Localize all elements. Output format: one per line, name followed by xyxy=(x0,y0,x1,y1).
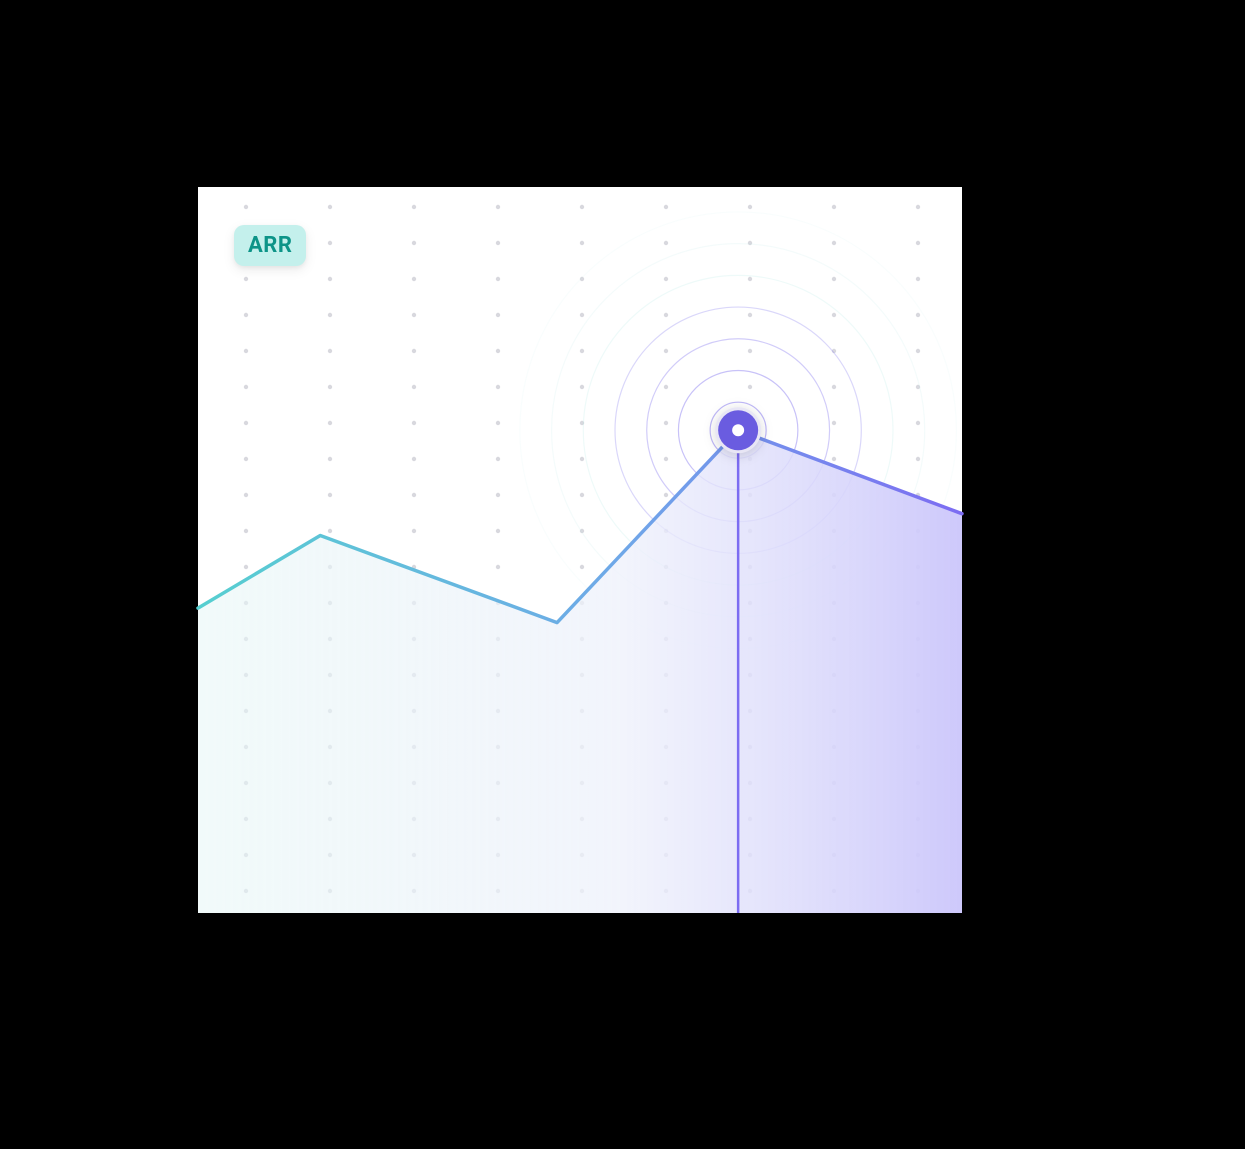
chart-area-fill xyxy=(198,430,962,913)
chart-svg xyxy=(198,187,962,913)
arr-badge-label: ARR xyxy=(248,233,292,258)
arr-chart-card: ARR xyxy=(198,187,962,913)
arr-badge: ARR xyxy=(234,225,306,266)
highlight-marker[interactable] xyxy=(715,407,761,453)
